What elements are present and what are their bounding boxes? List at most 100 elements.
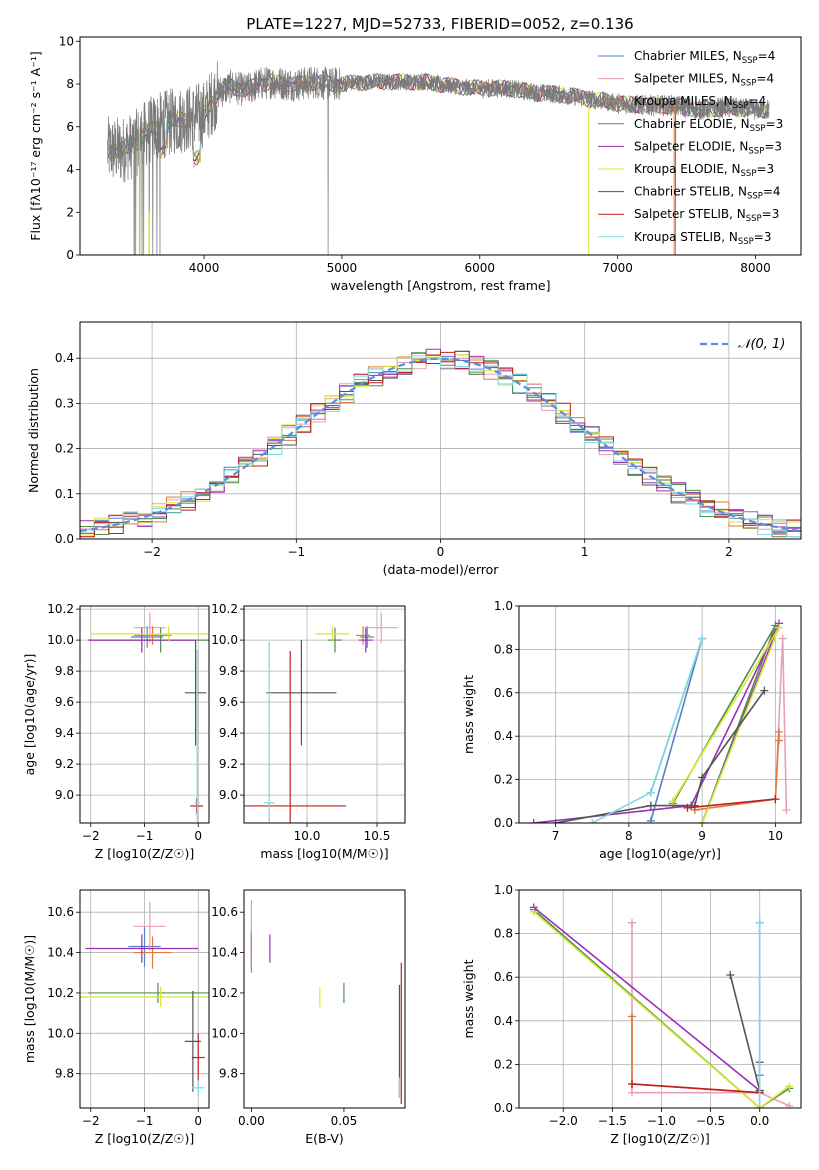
legend-suffix: =3 — [754, 230, 772, 244]
plot-area — [529, 619, 791, 823]
x-tick-label: 1 — [581, 545, 589, 559]
y-tick-label: 10.2 — [211, 602, 238, 616]
x-tick-label: 2 — [725, 545, 733, 559]
y-tick-label: 10.4 — [47, 946, 74, 960]
x-tick-label: 4000 — [189, 261, 220, 275]
legend-suffix: =3 — [766, 117, 784, 131]
x-axis-label: E(B-V) — [305, 1131, 344, 1146]
x-tick-label: 10.0 — [294, 829, 321, 843]
legend-sub: SSP — [746, 214, 762, 224]
y-axis-label: Flux [fλ10⁻¹⁷ erg cm⁻² s⁻¹ A⁻¹] — [28, 51, 43, 240]
legend-entry: Chabrier ELODIE, NSSP=3 — [634, 117, 783, 134]
y-tick-label: 10.0 — [211, 1026, 238, 1040]
legend-text: Kroupa MILES, N — [634, 94, 733, 108]
observed-spectrum — [107, 60, 770, 255]
mass-weight-marker — [726, 971, 735, 980]
panel-ebv-mass: 0.00 0.05 9.8 10.0 10.2 10.4 10.6 E(B-V) — [211, 889, 406, 1146]
x-tick-label: 5000 — [327, 261, 358, 275]
y-tick-label: 10.0 — [47, 1026, 74, 1040]
axes-frame — [79, 36, 802, 256]
x-tick-label: −1.0 — [647, 1114, 676, 1128]
mass-weight-marker — [775, 736, 784, 745]
mass-weight-marker — [771, 795, 780, 804]
y-tick-label: 0.1 — [55, 487, 74, 501]
x-tick-label: −2 — [143, 545, 161, 559]
x-tick-label: 0.00 — [238, 1114, 265, 1128]
y-tick-label: 2 — [66, 205, 74, 219]
y-tick-label: 10.0 — [47, 633, 74, 647]
plot-area — [80, 348, 801, 538]
y-tick-label: 9.8 — [219, 664, 238, 678]
legend-sub: SSP — [748, 146, 764, 156]
y-tick-label: 1.0 — [494, 599, 513, 613]
x-tick-label: 9 — [698, 829, 706, 843]
x-tick-label: 8 — [625, 829, 633, 843]
legend-entry: Chabrier STELIB, NSSP=4 — [634, 185, 781, 202]
x-tick-label: 0 — [194, 829, 202, 843]
y-tick-label: 0.3 — [55, 396, 74, 410]
x-tick-label: 0.0 — [750, 1114, 769, 1128]
legend-entry: Kroupa ELODIE, NSSP=3 — [634, 162, 774, 179]
mass-weight-line-5 — [533, 911, 790, 1108]
mass-weight-line-0 — [650, 638, 703, 822]
panel-z-massweight: −2.0 −1.5 −1.0 −0.5 0.0 0.0 0.2 0.4 0.6 0.8 1.0 Z [… — [461, 883, 802, 1146]
y-tick-label: 0.0 — [55, 532, 74, 546]
y-tick-label: 9.4 — [219, 726, 238, 740]
y-tick-label: 9.8 — [55, 1067, 74, 1081]
legend-text: Kroupa ELODIE, N — [634, 162, 741, 176]
legend-entry: Kroupa MILES, NSSP=4 — [634, 94, 766, 111]
y-tick-label: 10.4 — [211, 946, 238, 960]
x-axis-label: Z [log10(Z/Z☉)] — [610, 1131, 710, 1146]
legend-sub: SSP — [733, 101, 749, 111]
legend-sub: SSP — [742, 56, 758, 66]
mass-weight-marker — [627, 1080, 636, 1089]
plot-area — [107, 60, 770, 255]
x-axis-label: Z [log10(Z/Z☉)] — [95, 1131, 195, 1146]
y-tick-label: 10.2 — [47, 602, 74, 616]
y-tick-label: 6 — [66, 120, 74, 134]
y-tick-label: 10.0 — [211, 633, 238, 647]
mass-weight-marker — [775, 727, 784, 736]
y-tick-label: 8 — [66, 77, 74, 91]
y-axis-label: mass weight — [461, 675, 476, 754]
y-tick-label: 0.2 — [55, 442, 74, 456]
mass-weight-marker — [755, 918, 764, 927]
legend-sub: SSP — [741, 169, 757, 179]
x-axis-label: Z [log10(Z/Z☉)] — [95, 846, 195, 861]
histogram-7 — [80, 351, 801, 538]
mass-weight-marker — [785, 1082, 794, 1091]
axes-frame — [79, 889, 210, 1109]
x-tick-label: −1.5 — [598, 1114, 627, 1128]
legend-sub: SSP — [747, 192, 763, 202]
x-axis-label: (data-model)/error — [383, 562, 500, 577]
panel-age-massweight: 7 8 9 10 0.0 0.2 0.4 0.6 0.8 1.0 age [log10(age/yr… — [461, 599, 802, 861]
x-tick-label: 0.05 — [331, 1114, 358, 1128]
y-tick-label: 10.2 — [47, 986, 74, 1000]
axes-frame — [79, 605, 210, 824]
panel-mass-age: 10.0 10.5 9.0 9.2 9.4 9.6 9.8 10.0 10.2 mass [log… — [211, 602, 406, 861]
mass-weight-marker — [646, 801, 655, 810]
y-tick-label: 0.0 — [494, 816, 513, 830]
mass-weight-marker — [551, 819, 560, 823]
y-tick-label: 0.4 — [494, 729, 513, 743]
plot-area — [529, 903, 794, 1108]
legend-sub: SSP — [738, 237, 754, 247]
y-tick-label: 0.0 — [494, 1101, 513, 1115]
mass-weight-marker — [668, 797, 677, 806]
legend-suffix: =3 — [756, 162, 774, 176]
legend-text: Chabrier MILES, N — [634, 49, 742, 63]
x-tick-label: −1 — [136, 1114, 154, 1128]
y-tick-label: 0.4 — [55, 351, 74, 365]
y-tick-label: 9.4 — [55, 726, 74, 740]
x-tick-label: 8000 — [740, 261, 771, 275]
mass-weight-line-8 — [591, 638, 703, 823]
mass-weight-marker — [690, 801, 699, 810]
x-tick-label: 0 — [194, 1114, 202, 1128]
y-axis-label: age [log10(age/yr)] — [22, 654, 37, 776]
legend-suffix: =4 — [758, 49, 776, 63]
legend-text: Salpeter MILES, N — [634, 72, 741, 86]
y-tick-label: 0.2 — [494, 1057, 513, 1071]
mass-weight-marker — [775, 623, 784, 632]
mass-weight-marker — [778, 634, 787, 643]
y-tick-label: 9.8 — [55, 664, 74, 678]
